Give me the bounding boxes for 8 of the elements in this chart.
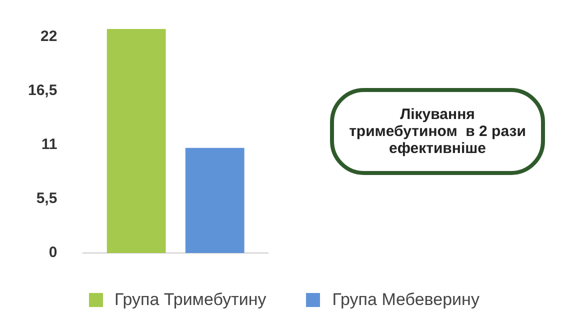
legend-label: Група Тримебутину	[114, 290, 266, 310]
y-tick-label: 0	[48, 244, 58, 262]
y-tick-label: 5,5	[36, 190, 58, 208]
y-tick-label: 16,5	[28, 82, 58, 100]
legend-label: Група Мебеверину	[332, 290, 480, 310]
y-tick-label: 11	[41, 136, 58, 154]
y-tick-label: 22	[40, 28, 58, 45]
text: Лікування тримебутином в 2 рази ефективніше	[330, 88, 545, 175]
